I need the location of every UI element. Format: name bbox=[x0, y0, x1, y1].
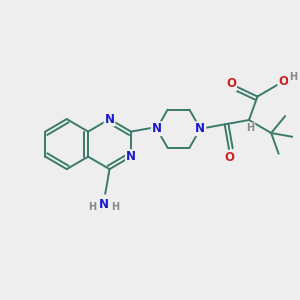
Text: O: O bbox=[224, 152, 234, 164]
Text: N: N bbox=[104, 112, 115, 126]
Text: N: N bbox=[99, 198, 109, 211]
Text: N: N bbox=[195, 122, 205, 135]
Text: H: H bbox=[88, 202, 96, 212]
Text: O: O bbox=[226, 77, 236, 90]
Text: H: H bbox=[246, 123, 254, 133]
Text: H: H bbox=[111, 202, 119, 212]
Text: N: N bbox=[126, 150, 136, 163]
Text: H: H bbox=[289, 72, 297, 82]
Text: N: N bbox=[152, 122, 162, 135]
Text: O: O bbox=[278, 75, 289, 88]
